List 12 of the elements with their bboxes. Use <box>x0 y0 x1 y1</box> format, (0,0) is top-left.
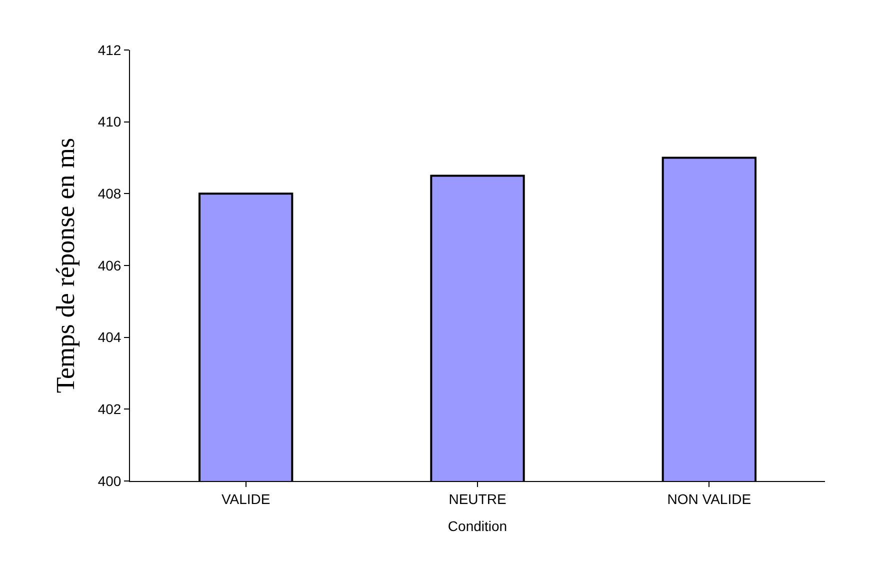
x-axis-title: Condition <box>448 518 508 534</box>
y-tick-label: 406 <box>98 257 122 274</box>
y-tick-label: 402 <box>98 401 122 418</box>
y-tick-label: 410 <box>98 114 122 130</box>
x-tick-label: NON VALIDE <box>667 490 752 507</box>
y-tick-label: 404 <box>98 329 122 346</box>
y-tick-label: 408 <box>98 186 122 202</box>
x-tick-label: VALIDE <box>221 490 270 507</box>
y-axis-title: Temps de réponse en ms <box>51 138 80 394</box>
x-tick-label: NEUTRE <box>448 490 506 507</box>
y-tick-label: 400 <box>98 472 122 489</box>
y-tick-label: 412 <box>98 42 122 58</box>
